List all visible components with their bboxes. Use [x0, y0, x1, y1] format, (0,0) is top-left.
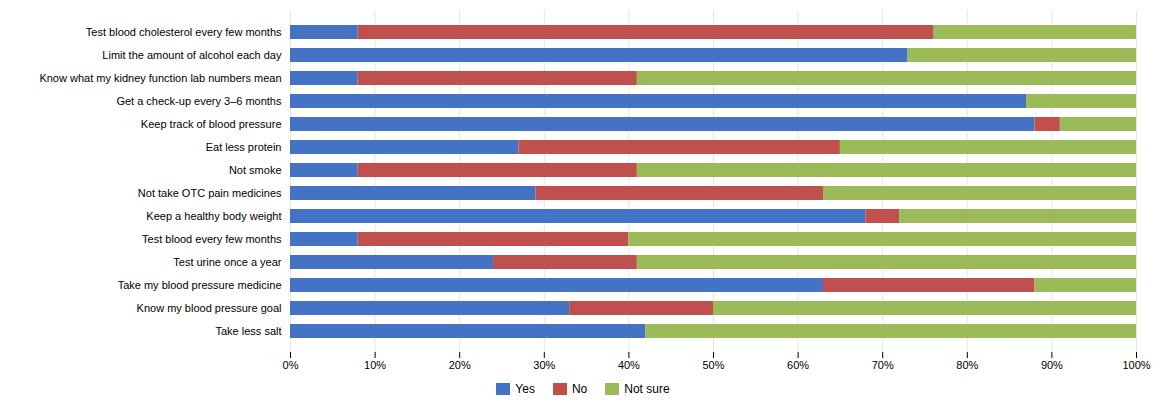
- svg-text:Not smoke: Not smoke: [229, 164, 282, 176]
- svg-text:70%: 70%: [872, 359, 894, 371]
- svg-text:100%: 100%: [1122, 359, 1150, 371]
- svg-text:Test blood every few months: Test blood every few months: [142, 233, 282, 245]
- svg-text:Test urine once a year: Test urine once a year: [173, 256, 282, 268]
- svg-text:10%: 10%: [364, 359, 386, 371]
- html-text:Yes: Yes: [515, 382, 535, 396]
- svg-text:Know what my kidney function l: Know what my kidney function lab numbers…: [39, 72, 281, 84]
- svg-text:Eat less protein: Eat less protein: [206, 141, 282, 153]
- svg-text:20%: 20%: [449, 359, 471, 371]
- html-text:Not sure: Not sure: [624, 382, 670, 396]
- svg-text:Keep a healthy body weight: Keep a healthy body weight: [146, 210, 281, 222]
- svg-text:Test blood cholesterol every f: Test blood cholesterol every few months: [86, 26, 282, 38]
- svg-text:50%: 50%: [702, 359, 724, 371]
- svg-text:Keep track of blood pressure: Keep track of blood pressure: [141, 118, 282, 130]
- svg-text:90%: 90%: [1041, 359, 1063, 371]
- svg-text:Take less salt: Take less salt: [215, 325, 281, 337]
- svg-text:Get a check-up every 3–6 month: Get a check-up every 3–6 months: [116, 95, 282, 107]
- svg-text:30%: 30%: [533, 359, 555, 371]
- svg-text:Take my blood pressure medicin: Take my blood pressure medicine: [118, 279, 282, 291]
- svg-text:0%: 0%: [283, 359, 299, 371]
- svg-text:Limit the amount of alcohol ea: Limit the amount of alcohol each day: [102, 49, 282, 61]
- svg-text:80%: 80%: [956, 359, 978, 371]
- svg-text:60%: 60%: [787, 359, 809, 371]
- svg-text:Know my blood pressure goal: Know my blood pressure goal: [137, 302, 282, 314]
- html-text:No: No: [571, 382, 588, 396]
- svg-text:40%: 40%: [618, 359, 640, 371]
- svg-text:Not take OTC pain medicines: Not take OTC pain medicines: [138, 187, 282, 199]
